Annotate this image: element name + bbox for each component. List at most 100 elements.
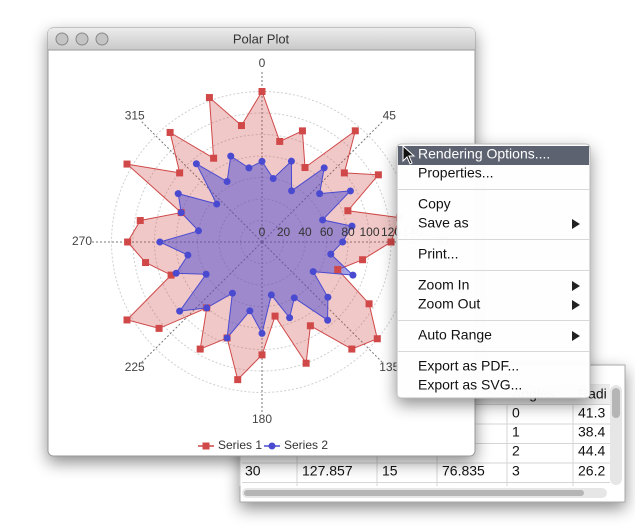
legend-label: Series 1 [218,438,262,452]
marker [306,322,314,330]
marker [301,164,309,172]
marker [223,177,231,185]
radial-tick-label: 20 [277,225,291,239]
marker [286,314,294,322]
radial-tick-label: 40 [298,225,312,239]
angle-label: 225 [125,360,145,374]
table-cell: 44.4 [578,443,605,459]
marker [172,269,180,277]
menu-highlight [398,146,589,165]
marker [123,316,131,324]
menu-item[interactable]: Copy [418,196,451,212]
table-cell: 30 [245,463,261,479]
marker [346,187,354,195]
marker [258,157,266,165]
menu-item[interactable]: Export as PDF... [418,358,519,374]
minimize-button[interactable] [75,32,89,46]
marker [123,160,131,168]
radial-tick-label: 100 [359,225,379,239]
marker [174,190,182,198]
marker [258,351,266,359]
marker [327,250,335,258]
table-cell: 26.2 [578,463,605,479]
menu-item[interactable]: Export as SVG... [418,377,522,393]
marker [234,376,242,384]
radial-tick-label: 60 [320,225,334,239]
window-title: Polar Plot [233,31,290,46]
menu-item[interactable]: Rendering Options.... [418,146,550,162]
radial-tick-label: 0 [259,225,266,239]
menu-item[interactable]: Print... [418,246,458,262]
marker [309,268,317,276]
marker [184,251,192,259]
menu-item[interactable]: Zoom Out [418,296,480,312]
marker [210,154,218,162]
marker [290,294,298,302]
close-button[interactable] [55,32,69,46]
marker [348,345,356,353]
angle-label: 0 [259,56,266,70]
table-cell: 38.4 [578,424,605,440]
submenu-arrow [572,219,580,229]
marker [227,152,235,160]
marker [136,217,144,225]
menu-item[interactable]: Properties... [418,165,493,181]
marker [223,334,231,342]
table-cell: 15 [382,463,398,479]
marker [228,289,236,297]
marker [267,291,275,299]
mouse-cursor [402,144,416,165]
table-cell: 0 [512,405,520,421]
marker [374,171,382,179]
marker [142,259,150,267]
zoom-button[interactable] [95,32,109,46]
marker [324,293,332,301]
marker [176,169,184,177]
table-cell: 2 [512,443,520,459]
angle-label: 135 [379,360,399,374]
marker [316,190,324,198]
title-bar [48,28,475,50]
table-cell: 1 [512,424,520,440]
marker [205,94,213,102]
marker [176,307,184,315]
h-scroll-thumb[interactable] [244,490,584,496]
marker [351,127,359,135]
marker [245,164,253,172]
marker [320,164,328,172]
marker [288,187,296,195]
menu-item[interactable]: Zoom In [418,277,469,293]
menu-item[interactable]: Auto Range [418,327,492,343]
angle-label: 45 [383,108,397,122]
legend: Series 1 Series 2 [198,438,328,452]
angle-label: 270 [72,234,92,248]
marker [269,174,277,182]
context-menu: Rendering Options.... Properties... Copy Sa… [396,143,591,399]
submenu-arrow [572,331,580,341]
marker [319,216,327,224]
marker [203,304,211,312]
marker [237,122,245,130]
submenu-arrow [572,300,580,310]
marker [359,256,367,264]
marker [324,316,332,324]
marker [271,312,279,320]
marker [156,238,164,246]
radial-tick-label: 80 [341,225,355,239]
marker [387,238,395,246]
legend-label: Series 2 [284,438,328,452]
angle-label: 315 [125,108,145,122]
marker [339,238,347,246]
marker [213,200,221,208]
marker [194,227,202,235]
marker [348,222,356,230]
radial-tick-label: 120 [381,225,401,239]
v-scroll-thumb[interactable] [612,388,620,418]
menu-item[interactable]: Save as [418,215,469,231]
polar-chart: 04590135180225270315020406080100120140 [72,56,449,426]
marker [349,271,357,279]
marker [334,266,342,274]
legend-marker [268,442,276,450]
submenu-arrow [572,281,580,291]
